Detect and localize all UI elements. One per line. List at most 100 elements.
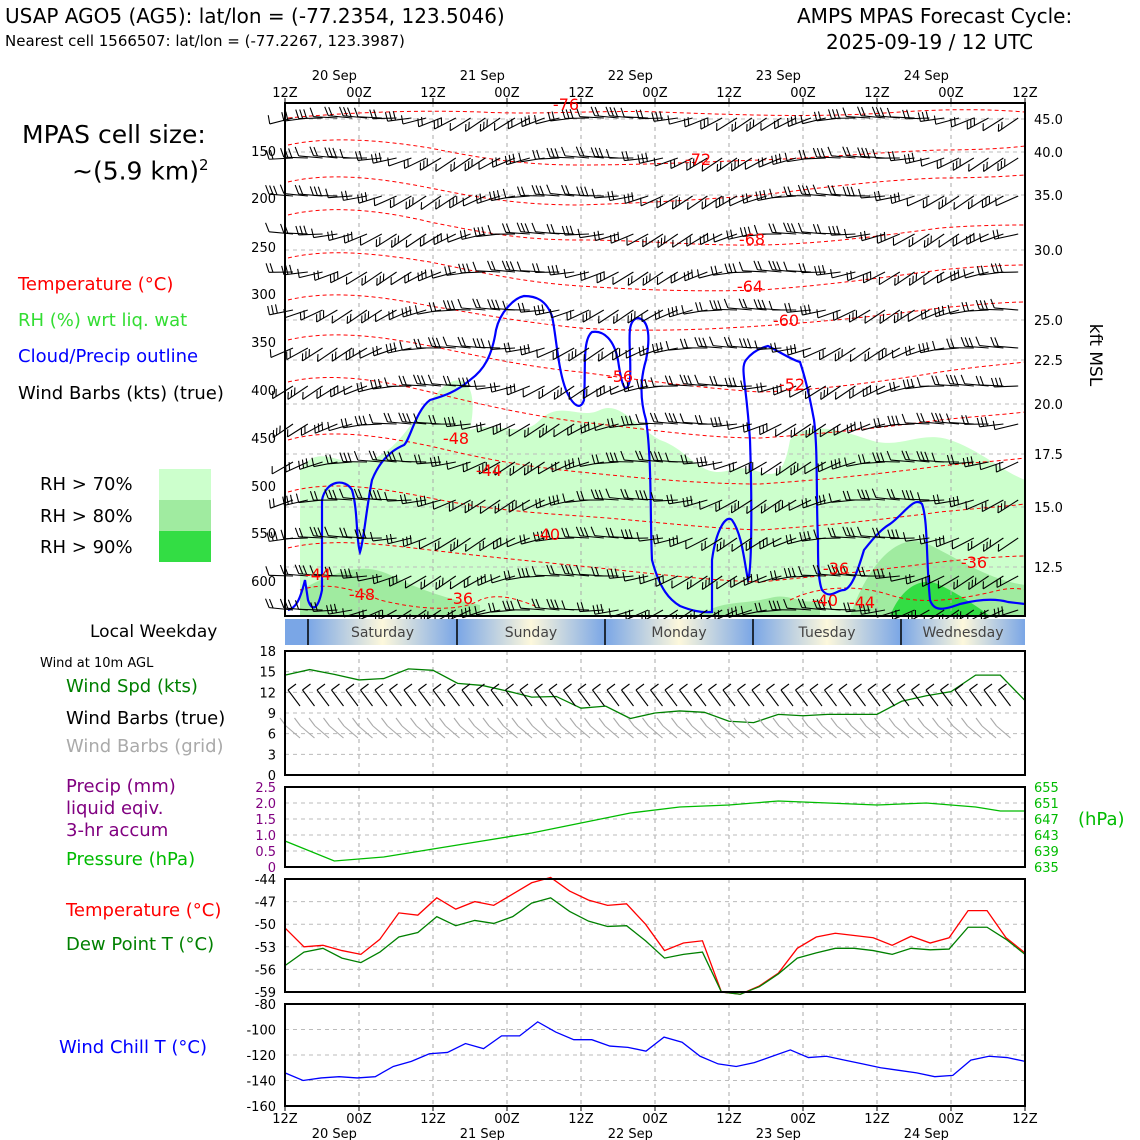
barb-flag xyxy=(905,450,911,461)
wind-barb xyxy=(576,490,604,501)
barb-shaft xyxy=(430,725,446,739)
barb-shaft xyxy=(517,725,533,739)
barb-flag xyxy=(447,683,456,691)
barb-flag xyxy=(917,492,921,502)
barb-flag xyxy=(704,456,708,466)
wind-barb xyxy=(802,347,827,359)
barb-flag xyxy=(523,345,527,354)
barb-flag xyxy=(925,111,929,121)
wind-barb xyxy=(827,600,856,611)
barb-shaft xyxy=(505,689,518,707)
barb-flag xyxy=(740,380,744,390)
barb-flag xyxy=(820,599,826,609)
wind-barb xyxy=(664,375,693,387)
barb-flag xyxy=(520,222,526,233)
barb-shaft xyxy=(522,499,545,511)
barb-flag xyxy=(313,526,318,537)
wind-barb xyxy=(842,186,871,197)
wind-barb xyxy=(670,157,693,170)
wind-barb xyxy=(686,575,708,590)
barb-flag xyxy=(863,230,867,240)
barb-shaft xyxy=(816,193,841,197)
barb-shaft xyxy=(302,385,323,400)
barb-flag xyxy=(847,602,851,612)
barb-flag xyxy=(337,717,345,727)
wind-barb xyxy=(302,385,323,400)
barb-shaft xyxy=(535,574,560,577)
barb-shaft xyxy=(664,689,678,707)
barb-flag xyxy=(732,377,737,387)
barb-flag xyxy=(577,228,581,238)
barb-flag xyxy=(468,606,471,616)
wind-barb xyxy=(775,423,797,437)
barb-flag xyxy=(383,450,388,461)
barb-flag xyxy=(992,230,996,240)
barb-shaft xyxy=(687,195,708,211)
barb-flag xyxy=(968,337,974,347)
wind-barb xyxy=(876,231,901,244)
wind-barb xyxy=(832,309,856,321)
wind-barb xyxy=(862,385,886,398)
barb-flag xyxy=(584,186,589,196)
wind-barb xyxy=(591,454,619,465)
wind-barb xyxy=(963,269,989,279)
barb-flag xyxy=(561,564,566,574)
barb-flag xyxy=(978,461,982,470)
barb-flag xyxy=(798,149,803,160)
barb-flag xyxy=(491,158,494,168)
barb-flag xyxy=(294,146,300,157)
barb-shaft xyxy=(758,575,782,584)
pressure-level-label: 400 xyxy=(251,384,276,399)
barb-flag xyxy=(789,534,793,544)
wind-barb xyxy=(309,146,338,159)
barb-shaft xyxy=(789,385,812,398)
barb-flag xyxy=(821,461,823,471)
barb-flag xyxy=(579,146,585,157)
surface-barb-grid xyxy=(845,717,866,739)
barb-shaft xyxy=(861,195,886,199)
wind-barb xyxy=(982,117,1004,132)
bottom-tick-label: 12Z xyxy=(568,1112,594,1127)
barb-shaft xyxy=(713,423,738,428)
wind-barb xyxy=(801,498,826,509)
barb-flag xyxy=(328,106,333,117)
wind-barb xyxy=(265,222,294,235)
barb-flag xyxy=(664,412,670,422)
wind-barb xyxy=(701,575,723,590)
surface-barb-grid xyxy=(613,717,634,739)
pressure-tick-label: 647 xyxy=(1034,813,1059,828)
panel-tick-label: -44 xyxy=(255,873,276,888)
wind-barb xyxy=(413,338,442,349)
barb-flag xyxy=(547,111,551,122)
barb-flag xyxy=(908,345,911,355)
wind-barb xyxy=(950,269,974,282)
panel-tick-label: -100 xyxy=(246,1024,276,1039)
wind-barb xyxy=(902,532,930,542)
barb-shaft xyxy=(766,689,779,707)
surface-barb-true xyxy=(606,683,620,707)
barb-shaft xyxy=(300,725,315,739)
barb-flag xyxy=(639,109,644,119)
barb-shaft xyxy=(909,725,924,739)
barb-flag xyxy=(936,494,940,504)
barb-flag xyxy=(298,564,304,575)
barb-flag xyxy=(579,272,582,281)
barb-flag xyxy=(539,498,542,507)
barb-flag xyxy=(627,193,630,203)
wind-barb xyxy=(961,301,989,312)
barb-flag xyxy=(378,152,382,162)
wind-barb xyxy=(401,305,427,318)
wind-barb xyxy=(798,263,826,274)
barb-shaft xyxy=(374,195,397,207)
barb-flag xyxy=(372,575,375,584)
surface-barb-grid xyxy=(700,717,721,739)
barb-flag xyxy=(961,302,966,312)
wind-barb xyxy=(269,347,294,358)
wind-barb xyxy=(507,117,531,130)
barb-flag xyxy=(521,302,526,312)
barb-flag xyxy=(377,378,382,389)
barb-flag xyxy=(437,456,441,466)
wind-barb xyxy=(981,195,1004,209)
wind-barb xyxy=(682,495,708,508)
bottom-tick-label: 00Z xyxy=(346,1112,372,1127)
